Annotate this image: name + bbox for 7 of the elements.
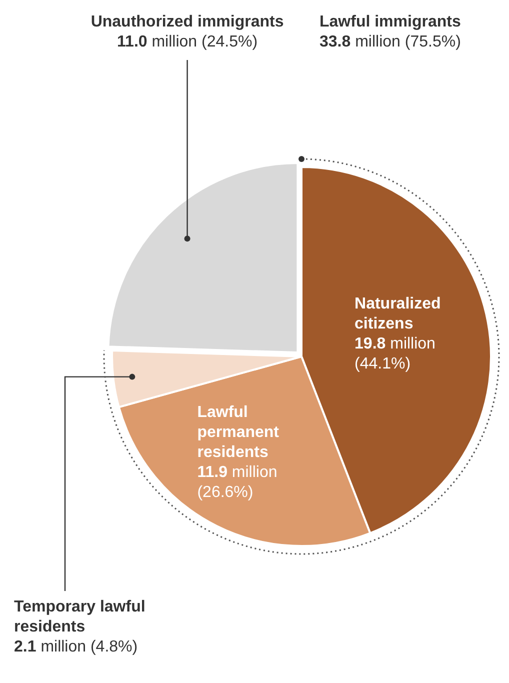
text: Lawful immigrants: [320, 13, 461, 30]
data-label: 11.0 million (24.5%): [117, 33, 258, 50]
text: 33.8 million (75.5%): [320, 33, 461, 50]
data-label: 2.1 million (4.8%): [14, 638, 138, 656]
data-label: 11.9 million (26.6%): [197, 464, 278, 502]
data-label: 19.8 million (44.1%): [354, 336, 436, 373]
slice-label: Unauthorized immigrants: [90, 13, 284, 30]
